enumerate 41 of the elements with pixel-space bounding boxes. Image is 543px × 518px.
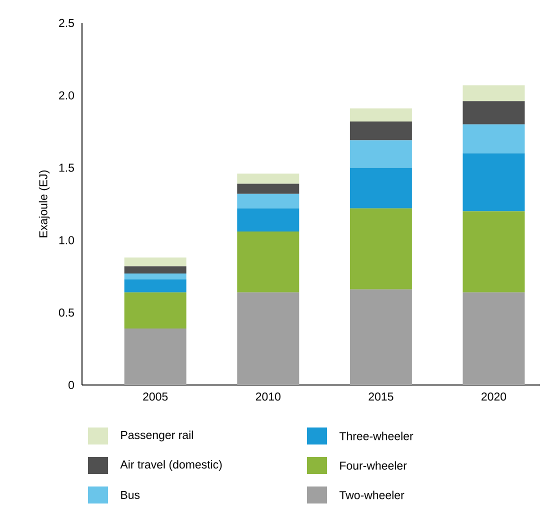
bar [124,328,186,385]
bar [350,168,412,208]
bar [350,289,412,385]
legend-label: Air travel (domestic) [120,460,222,471]
bar [462,101,525,124]
x-tick-label: 2015 [368,392,394,401]
bar [237,184,300,194]
bar [124,279,186,292]
bar [462,124,525,154]
bar [124,273,186,280]
bar [237,292,300,385]
bar [237,174,300,184]
bar [350,121,412,140]
legend-label: Passenger rail [121,430,193,442]
bar [124,266,186,274]
bar [237,194,300,208]
legend-label: Four-wheeler [340,461,407,470]
bar [350,108,412,122]
legend-label: Three-wheeler [339,432,414,440]
legend-label: Bus [121,490,140,499]
bar [237,232,300,292]
bar [462,153,525,212]
y-tick-label: 2.5 [59,18,74,28]
x-tick-label: 2010 [256,392,280,401]
bar [237,208,300,232]
x-tick-label: 2005 [143,392,168,401]
bar [350,140,412,168]
y-tick-label: 0 [68,380,74,390]
bar [462,211,525,292]
bar [124,292,186,329]
bar [462,292,525,385]
y-axis-title: Exajoule (EJ) [38,170,50,238]
bar [462,85,525,102]
bar [124,258,186,266]
legend-label: Two-wheeler [339,490,404,500]
y-tick-label: 1.0 [59,236,74,244]
y-tick-label: 2.0 [59,91,74,100]
x-tick-label: 2020 [482,392,506,401]
y-tick-label: 1.5 [59,164,74,172]
y-tick-label: 0.5 [58,308,74,317]
bar [350,208,412,290]
